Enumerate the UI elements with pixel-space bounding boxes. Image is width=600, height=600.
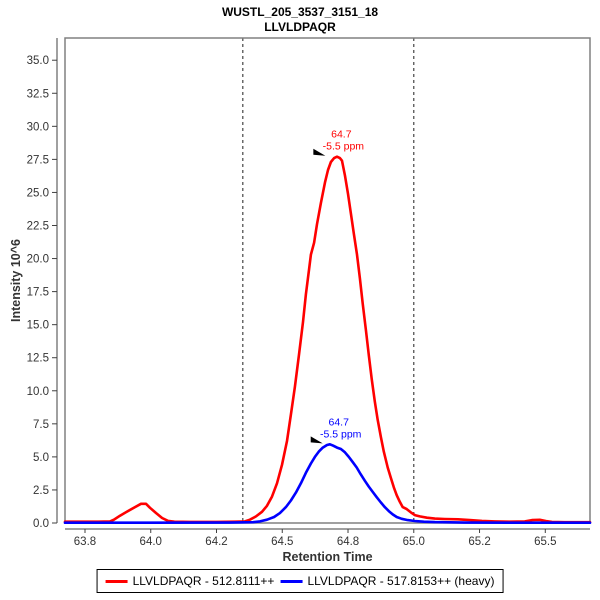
heavy-peak-ppm-label: -5.5 ppm <box>320 428 362 440</box>
plot-frame <box>64 37 591 524</box>
x-tick-label: 63.8 <box>74 536 96 548</box>
legend-line-red-icon <box>105 579 128 583</box>
y-tick-label: 12.5 <box>27 353 49 365</box>
x-tick-label: 64.5 <box>271 536 293 548</box>
peptide-subtitle: LLVLDPAQR <box>264 20 336 34</box>
x-axis-title: Retention Time <box>282 550 372 564</box>
legend-item-light[interactable]: LLVLDPAQR - 512.8111++ <box>105 574 275 588</box>
light-trace[interactable] <box>63 155 592 524</box>
x-tick-label: 64.2 <box>205 536 227 548</box>
peak-arrow-icon <box>313 148 326 156</box>
y-tick-label: 2.5 <box>33 485 49 497</box>
x-tick-label: 64.0 <box>140 536 162 548</box>
y-tick-label: 7.5 <box>33 419 49 431</box>
x-tick-label: 64.8 <box>337 536 359 548</box>
legend-label-heavy: LLVLDPAQR - 517.8153++ (heavy) <box>307 574 495 588</box>
y-tick-label: 27.5 <box>27 154 49 166</box>
light-peak-rt-label: 64.7 <box>331 129 352 141</box>
legend-label-light: LLVLDPAQR - 512.8111++ <box>132 574 275 588</box>
legend-item-heavy[interactable]: LLVLDPAQR - 517.8153++ (heavy) <box>280 574 494 588</box>
heavy-trace[interactable] <box>63 442 592 525</box>
y-tick-label: 5.0 <box>33 452 49 464</box>
y-tick-label: 30.0 <box>27 121 49 133</box>
x-tick-label: 65.5 <box>534 536 556 548</box>
y-tick-label: 20.0 <box>27 254 49 266</box>
y-tick-label: 15.0 <box>27 320 49 332</box>
x-tick-label: 65.0 <box>403 536 425 548</box>
y-tick-label: 10.0 <box>27 386 49 398</box>
y-tick-label: 22.5 <box>27 220 49 232</box>
chart-title: WUSTL_205_3537_3151_18 <box>221 5 379 19</box>
y-axis-title: Intensity 10^6 <box>9 239 23 322</box>
chart-title-block: WUSTL_205_3537_3151_18 LLVLDPAQR <box>0 5 600 35</box>
light-peak-ppm-label: -5.5 ppm <box>323 141 365 153</box>
legend: LLVLDPAQR - 512.8111++ LLVLDPAQR - 517.8… <box>96 569 504 593</box>
peak-arrow-icon <box>310 436 323 444</box>
y-tick-label: 32.5 <box>27 88 49 100</box>
y-tick-label: 35.0 <box>27 55 49 67</box>
y-tick-label: 25.0 <box>27 187 49 199</box>
y-tick-label: 17.5 <box>27 287 49 299</box>
y-tick-label: 0.0 <box>33 518 49 530</box>
heavy-peak-rt-label: 64.7 <box>328 416 349 428</box>
x-tick-label: 65.2 <box>468 536 490 548</box>
legend-line-blue-icon <box>280 579 303 583</box>
